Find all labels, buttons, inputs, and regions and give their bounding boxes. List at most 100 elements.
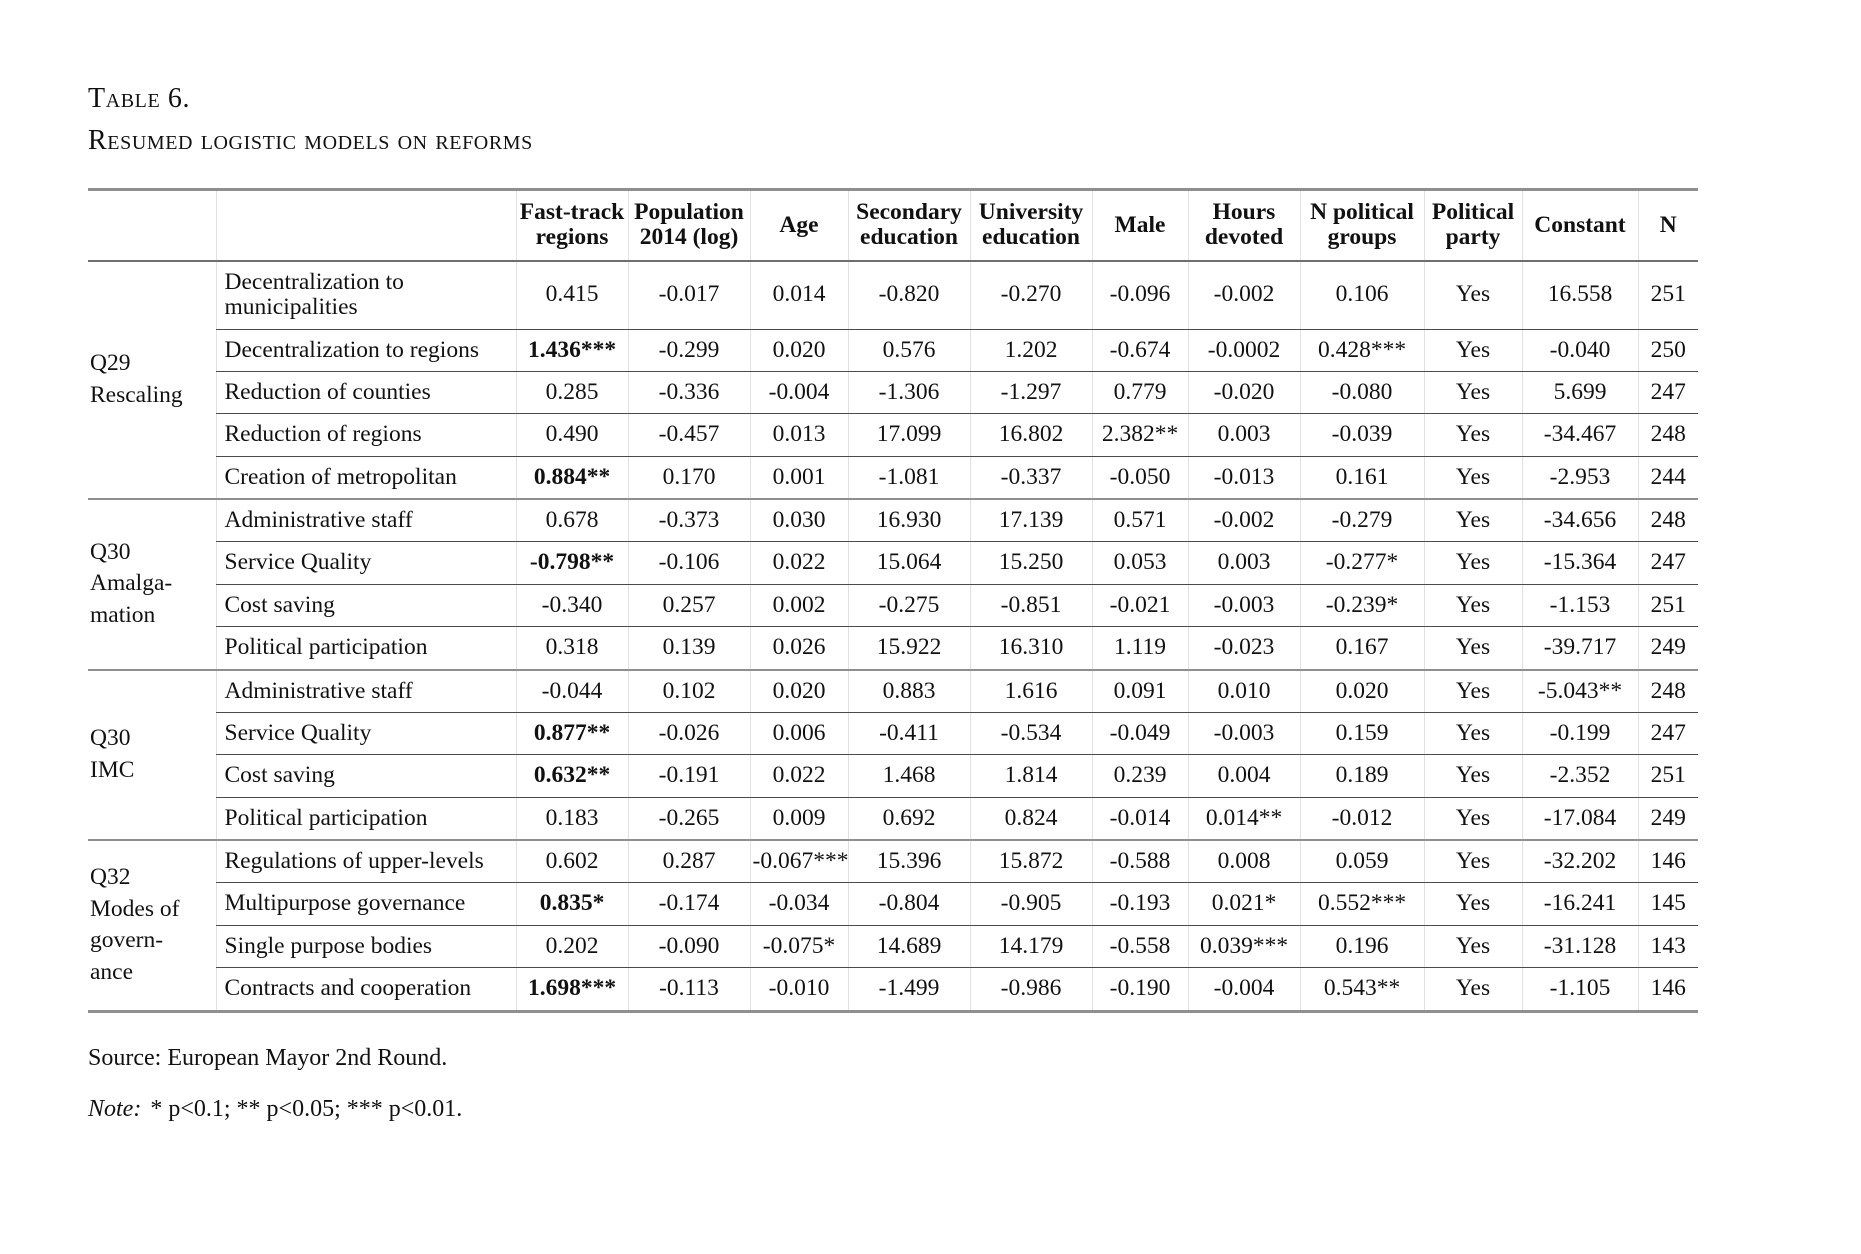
data-cell: -0.021 xyxy=(1091,584,1188,628)
data-cell: 0.003 xyxy=(1187,541,1300,585)
data-cell: 146 xyxy=(1637,840,1698,884)
row-label: Political participation xyxy=(215,626,516,670)
table-row: Service Quality 0.877** -0.026 0.006 -0.411-… xyxy=(88,712,1698,756)
data-cell: 0.030 xyxy=(749,499,848,543)
table-section: Q32 Modes of govern- ance Regulations of … xyxy=(88,840,1698,1011)
data-cell: 0.632** xyxy=(515,754,628,798)
data-cell: -17.084 xyxy=(1521,797,1638,840)
data-cell: 247 xyxy=(1637,541,1698,585)
data-cell: -0.012 xyxy=(1299,797,1424,840)
column-header-age: Age xyxy=(749,189,848,261)
data-cell: 0.091 xyxy=(1091,669,1188,713)
data-cell: -0.340 xyxy=(515,584,628,628)
table-section: Q29 Rescaling Decentralization to municip… xyxy=(88,260,1698,499)
data-cell: 1.436*** xyxy=(515,329,628,372)
data-cell: -0.002 xyxy=(1187,499,1300,543)
data-cell: -0.002 xyxy=(1187,260,1300,330)
data-cell: 0.159 xyxy=(1299,712,1424,756)
column-header-constant: Constant xyxy=(1521,189,1638,261)
data-cell: Yes xyxy=(1423,925,1522,969)
column-header-male: Male xyxy=(1091,189,1188,261)
data-cell: 0.428*** xyxy=(1299,329,1424,372)
data-cell: -0.0002 xyxy=(1187,329,1300,372)
table-section: Q30 IMC Administrative staff -0.044 0.102 0.… xyxy=(88,669,1698,840)
data-cell: -0.588 xyxy=(1091,840,1188,884)
data-cell: 0.678 xyxy=(515,499,628,543)
data-cell: 0.053 xyxy=(1091,541,1188,585)
data-cell: 15.872 xyxy=(969,840,1092,884)
row-label: Decentralization to regions xyxy=(215,329,516,372)
data-cell: 0.189 xyxy=(1299,754,1424,798)
regression-table: Fast-track regions Population 2014 (log)… xyxy=(88,188,1698,1013)
data-cell: 0.022 xyxy=(749,541,848,585)
data-cell: -0.003 xyxy=(1187,584,1300,628)
data-cell: -0.023 xyxy=(1187,626,1300,670)
data-cell: -0.191 xyxy=(627,754,750,798)
data-cell: -0.336 xyxy=(627,371,750,415)
data-cell: -0.457 xyxy=(627,413,750,457)
data-cell: 249 xyxy=(1637,797,1698,840)
data-cell: 0.576 xyxy=(847,329,970,372)
data-cell: 0.009 xyxy=(749,797,848,840)
data-cell: Yes xyxy=(1423,413,1522,457)
data-cell: Yes xyxy=(1423,840,1522,884)
data-cell: 0.020 xyxy=(749,329,848,372)
data-cell: -0.003 xyxy=(1187,712,1300,756)
data-cell: -0.270 xyxy=(969,260,1092,330)
data-cell: 146 xyxy=(1637,967,1698,1011)
data-cell: -0.174 xyxy=(627,882,750,926)
data-cell: 1.119 xyxy=(1091,626,1188,670)
data-cell: -5.043** xyxy=(1521,669,1638,713)
row-group-label: Q30 Amalga- mation xyxy=(90,538,173,629)
data-cell: 0.257 xyxy=(627,584,750,628)
data-cell: -0.014 xyxy=(1091,797,1188,840)
data-cell: 0.285 xyxy=(515,371,628,415)
header-spacer-label xyxy=(215,189,516,261)
data-cell: -1.081 xyxy=(847,456,970,499)
table-row: Decentralization to regions 1.436*** -0.29… xyxy=(88,329,1698,372)
row-group-label: Q32 Modes of govern- ance xyxy=(90,863,180,985)
data-cell: 248 xyxy=(1637,413,1698,457)
data-cell: 0.287 xyxy=(627,840,750,884)
table-row: Reduction of regions 0.490 -0.457 0.013 17.0… xyxy=(88,413,1698,457)
data-cell: 0.835* xyxy=(515,882,628,926)
data-cell: 244 xyxy=(1637,456,1698,499)
data-cell: 0.602 xyxy=(515,840,628,884)
row-group-label: Q29 Rescaling xyxy=(90,350,183,408)
table-row: Political participation 0.318 0.139 0.026 15… xyxy=(88,626,1698,670)
data-cell: -0.337 xyxy=(969,456,1092,499)
data-cell: -0.820 xyxy=(847,260,970,330)
data-cell: -0.299 xyxy=(627,329,750,372)
data-cell: 17.139 xyxy=(969,499,1092,543)
table-section: Q30 Amalga- mation Administrative staff 0.… xyxy=(88,499,1698,670)
table-row: Cost saving 0.632** -0.191 0.022 1.468 1.814 0… xyxy=(88,754,1698,798)
data-cell: -2.953 xyxy=(1521,456,1638,499)
data-cell: -0.275 xyxy=(847,584,970,628)
data-cell: -0.277* xyxy=(1299,541,1424,585)
data-cell: 0.552*** xyxy=(1299,882,1424,926)
data-cell: 0.006 xyxy=(749,712,848,756)
data-cell: -0.020 xyxy=(1187,371,1300,415)
table-row: Q30 Amalga- mation Administrative staff 0.… xyxy=(88,499,1698,628)
data-cell: 250 xyxy=(1637,329,1698,372)
data-cell: -0.010 xyxy=(749,967,848,1011)
data-cell: 0.571 xyxy=(1091,499,1188,543)
data-cell: -0.373 xyxy=(627,499,750,543)
data-cell: -16.241 xyxy=(1521,882,1638,926)
data-cell: 0.884** xyxy=(515,456,628,499)
data-cell: 0.010 xyxy=(1187,669,1300,713)
data-cell: -0.067*** xyxy=(749,840,848,884)
data-cell: -0.039 xyxy=(1299,413,1424,457)
table-row: Q30 IMC Administrative staff -0.044 0.102 0.… xyxy=(88,669,1698,783)
table-row: Cost saving -0.340 0.257 0.002 -0.275 -0.851-… xyxy=(88,584,1698,628)
column-header-population-2014-log: Population 2014 (log) xyxy=(627,189,750,261)
data-cell: -0.411 xyxy=(847,712,970,756)
data-cell: -0.113 xyxy=(627,967,750,1011)
data-cell: 15.064 xyxy=(847,541,970,585)
column-header-political-party: Political party xyxy=(1423,189,1522,261)
row-label: Service Quality xyxy=(215,712,516,756)
data-cell: -0.798** xyxy=(515,541,628,585)
data-cell: 0.415 xyxy=(515,260,628,330)
data-cell: 0.167 xyxy=(1299,626,1424,670)
data-cell: 0.022 xyxy=(749,754,848,798)
